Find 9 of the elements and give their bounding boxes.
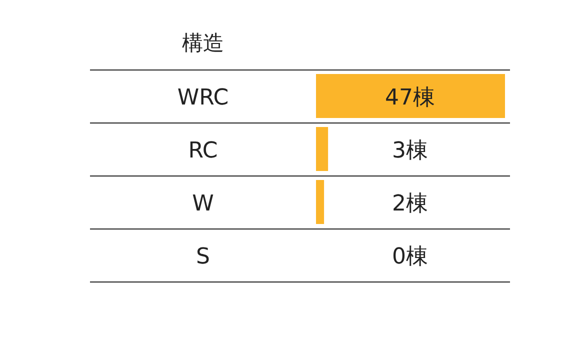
data-label: 0棟 xyxy=(392,244,428,270)
y-tick-label: S xyxy=(196,244,210,270)
data-label: 2棟 xyxy=(392,192,428,216)
data-label: 3棟 xyxy=(392,138,428,164)
y-tick-label: WRC xyxy=(177,86,229,110)
y-tick-label: RC xyxy=(188,138,218,164)
y-tick-label: W xyxy=(192,192,214,216)
y-axis-title: 構造 xyxy=(182,31,224,55)
data-label: 47棟 xyxy=(385,86,435,110)
